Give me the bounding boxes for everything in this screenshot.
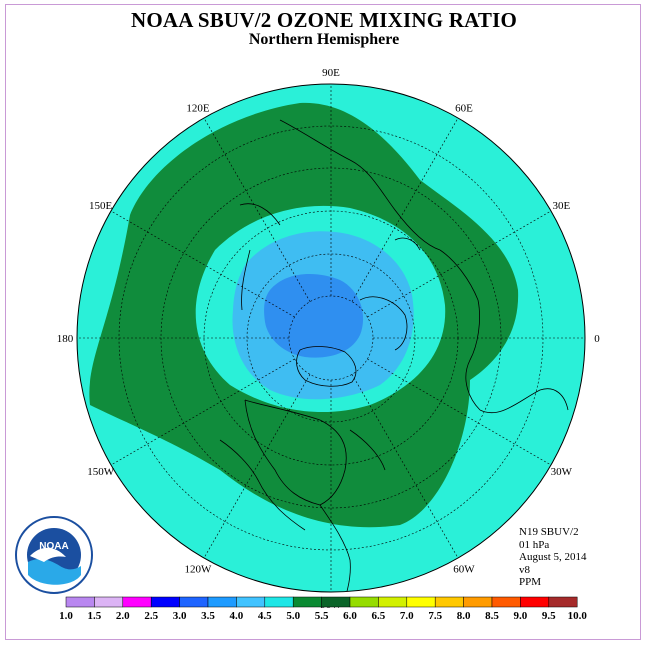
page-title: NOAA SBUV/2 OZONE MIXING RATIO xyxy=(131,8,517,32)
color-scale-swatch xyxy=(548,596,578,608)
high-ozone-band xyxy=(89,102,519,528)
longitude-label: 180 xyxy=(57,333,74,345)
longitude-label: 60W xyxy=(453,563,475,575)
longitude-label: 120W xyxy=(185,563,213,575)
color-scale-label: 8.5 xyxy=(485,610,499,622)
color-scale-label: 1.5 xyxy=(88,610,102,622)
longitude-label: 30W xyxy=(551,466,573,478)
color-scale-label: 9.5 xyxy=(542,610,556,622)
color-scale-label: 2.0 xyxy=(116,610,130,622)
color-scale-label: 3.5 xyxy=(201,610,215,622)
meridian-line xyxy=(110,210,295,318)
color-scale-label: 2.5 xyxy=(144,610,158,622)
date-label: August 5, 2014 xyxy=(519,551,587,563)
map-outline xyxy=(76,83,586,593)
color-scale-swatch xyxy=(463,596,493,608)
color-scale-label: 4.5 xyxy=(258,610,272,622)
color-scale-swatch xyxy=(321,596,351,608)
color-scale-swatch xyxy=(65,596,95,608)
color-scale-label: 10.0 xyxy=(568,610,588,622)
meridian-line xyxy=(351,374,459,559)
longitude-label: 120E xyxy=(186,103,210,115)
color-scale-swatch xyxy=(122,596,152,608)
color-scale-swatch xyxy=(150,596,180,608)
longitude-label: 30E xyxy=(552,200,570,212)
color-scale-label: 7.0 xyxy=(400,610,414,622)
info-block: N19 SBUV/2 01 hPa August 5, 2014 v8 PPM xyxy=(519,526,587,589)
color-scale-label: 9.0 xyxy=(514,610,528,622)
color-scale-label: 1.0 xyxy=(59,610,73,622)
meridian-line xyxy=(203,374,311,559)
color-scale-swatch xyxy=(179,596,209,608)
longitude-label: 150W xyxy=(87,466,115,478)
color-scale-label: 4.0 xyxy=(230,610,244,622)
color-scale: 1.0 1.5 2.0 2.5 3.0 3.5 4.0 4.5 5.0 5.5 6.0 6.5 7.0 7… xyxy=(59,596,588,622)
low-ozone-core xyxy=(264,274,364,358)
color-scale-swatch xyxy=(406,596,436,608)
color-scale-swatch xyxy=(292,596,322,608)
color-scale-swatch xyxy=(236,596,266,608)
longitude-label: 90E xyxy=(322,67,340,79)
meridian-line xyxy=(351,117,459,302)
color-scale-swatch xyxy=(520,596,550,608)
units-label: PPM xyxy=(519,576,542,588)
meridian-line xyxy=(110,358,295,466)
color-scale-label: 8.0 xyxy=(457,610,471,622)
meridian-line xyxy=(367,210,552,318)
color-scale-swatch xyxy=(349,596,379,608)
instrument-label: N19 SBUV/2 xyxy=(519,526,579,538)
color-scale-label: 7.5 xyxy=(428,610,442,622)
color-scale-swatch xyxy=(207,596,237,608)
level-label: 01 hPa xyxy=(519,538,550,551)
color-scale-swatch xyxy=(434,596,464,608)
longitude-label: 60E xyxy=(455,103,473,115)
meridian-line xyxy=(367,358,552,466)
figure-frame xyxy=(5,4,641,640)
color-scale-swatch xyxy=(94,596,124,608)
color-scale-swatch xyxy=(264,596,294,608)
meridian-line xyxy=(203,117,311,302)
color-scale-label: 6.5 xyxy=(372,610,386,622)
color-scale-swatch xyxy=(378,596,408,608)
color-scale-label: 3.0 xyxy=(173,610,187,622)
color-scale-label: 5.0 xyxy=(286,610,300,622)
coastlines xyxy=(219,119,569,592)
color-scale-label: 6.0 xyxy=(343,610,357,622)
noaa-logo: NOAA xyxy=(15,516,93,594)
page-subtitle: Northern Hemisphere xyxy=(248,31,400,48)
longitude-label: 150E xyxy=(89,200,113,212)
version-label: v8 xyxy=(519,563,530,576)
meridians xyxy=(77,84,585,592)
svg-text:NOAA: NOAA xyxy=(39,541,68,552)
longitude-label: 0 xyxy=(594,333,600,345)
color-scale-label: 5.5 xyxy=(315,610,329,622)
color-scale-swatch xyxy=(491,596,521,608)
